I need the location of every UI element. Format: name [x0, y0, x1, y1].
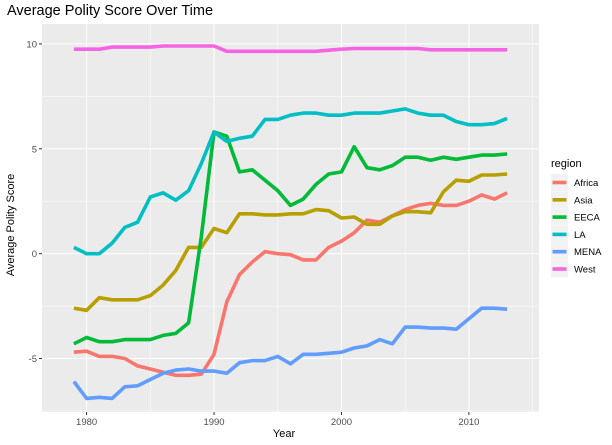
legend-label: West [574, 265, 596, 276]
series-line-la [73, 107, 508, 256]
legend-label: Asia [574, 195, 593, 206]
x-axis-title: Year [273, 428, 296, 440]
series-line-eeca [73, 130, 508, 346]
series-line-west [73, 44, 508, 54]
legend-label: EECA [574, 213, 601, 224]
plot-panel [42, 24, 539, 412]
legend-label: Africa [574, 178, 599, 189]
series-line-mena [72, 306, 508, 401]
chart-title: Average Polity Score Over Time [7, 3, 213, 19]
y-tick-label: 0 [32, 249, 37, 260]
series-lines [72, 44, 508, 401]
x-tick-label: 1990 [203, 417, 224, 428]
x-axis: 1980 1990 2000 2010 [76, 412, 479, 428]
series-line-asia [73, 172, 508, 313]
y-tick-label: 5 [32, 144, 37, 155]
y-tick-label: 10 [26, 39, 37, 50]
legend-label: LA [574, 230, 586, 241]
x-tick-label: 2010 [458, 417, 479, 428]
x-tick-label: 2000 [331, 417, 352, 428]
legend: region Africa Asia EECA LA MENA West [551, 158, 602, 278]
x-tick-label: 1980 [76, 417, 97, 428]
minor-gridlines [42, 24, 539, 412]
legend-title: region [551, 158, 582, 170]
y-axis-title: Average Polity Score [5, 174, 17, 277]
y-tick-label: -5 [29, 354, 37, 365]
legend-label: MENA [574, 247, 602, 258]
y-axis: -5 0 5 10 [26, 39, 42, 365]
